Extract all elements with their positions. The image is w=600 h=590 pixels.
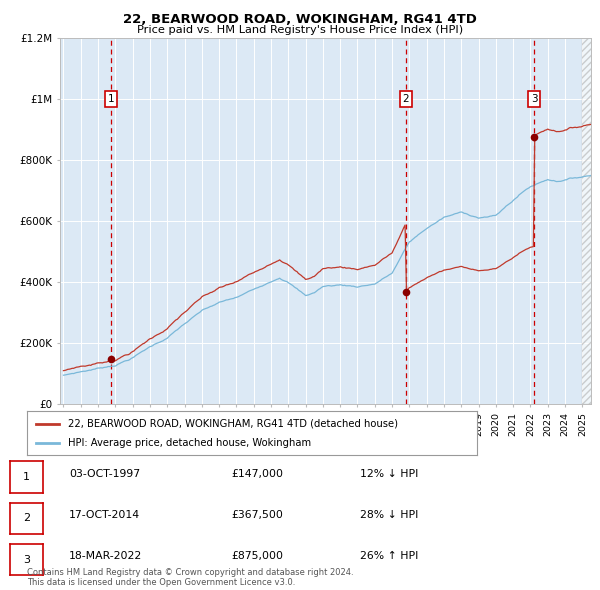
- Text: 22, BEARWOOD ROAD, WOKINGHAM, RG41 4TD (detached house): 22, BEARWOOD ROAD, WOKINGHAM, RG41 4TD (…: [67, 419, 398, 428]
- Text: 2: 2: [23, 513, 30, 523]
- Text: 03-OCT-1997: 03-OCT-1997: [69, 469, 140, 478]
- Text: £367,500: £367,500: [231, 510, 283, 520]
- Text: 22, BEARWOOD ROAD, WOKINGHAM, RG41 4TD: 22, BEARWOOD ROAD, WOKINGHAM, RG41 4TD: [123, 13, 477, 26]
- Text: HPI: Average price, detached house, Wokingham: HPI: Average price, detached house, Woki…: [67, 438, 311, 448]
- Text: £875,000: £875,000: [231, 552, 283, 561]
- Text: 28% ↓ HPI: 28% ↓ HPI: [360, 510, 418, 520]
- Text: 3: 3: [23, 555, 30, 565]
- Text: 3: 3: [531, 94, 538, 104]
- Text: 18-MAR-2022: 18-MAR-2022: [69, 552, 142, 561]
- Text: £147,000: £147,000: [231, 469, 283, 478]
- Text: 12% ↓ HPI: 12% ↓ HPI: [360, 469, 418, 478]
- Text: 1: 1: [23, 472, 30, 482]
- Text: 26% ↑ HPI: 26% ↑ HPI: [360, 552, 418, 561]
- Text: 2: 2: [403, 94, 409, 104]
- Text: 1: 1: [108, 94, 115, 104]
- Text: Price paid vs. HM Land Registry's House Price Index (HPI): Price paid vs. HM Land Registry's House …: [137, 25, 463, 35]
- Text: 17-OCT-2014: 17-OCT-2014: [69, 510, 140, 520]
- Polygon shape: [583, 38, 593, 404]
- Text: Contains HM Land Registry data © Crown copyright and database right 2024.
This d: Contains HM Land Registry data © Crown c…: [27, 568, 353, 587]
